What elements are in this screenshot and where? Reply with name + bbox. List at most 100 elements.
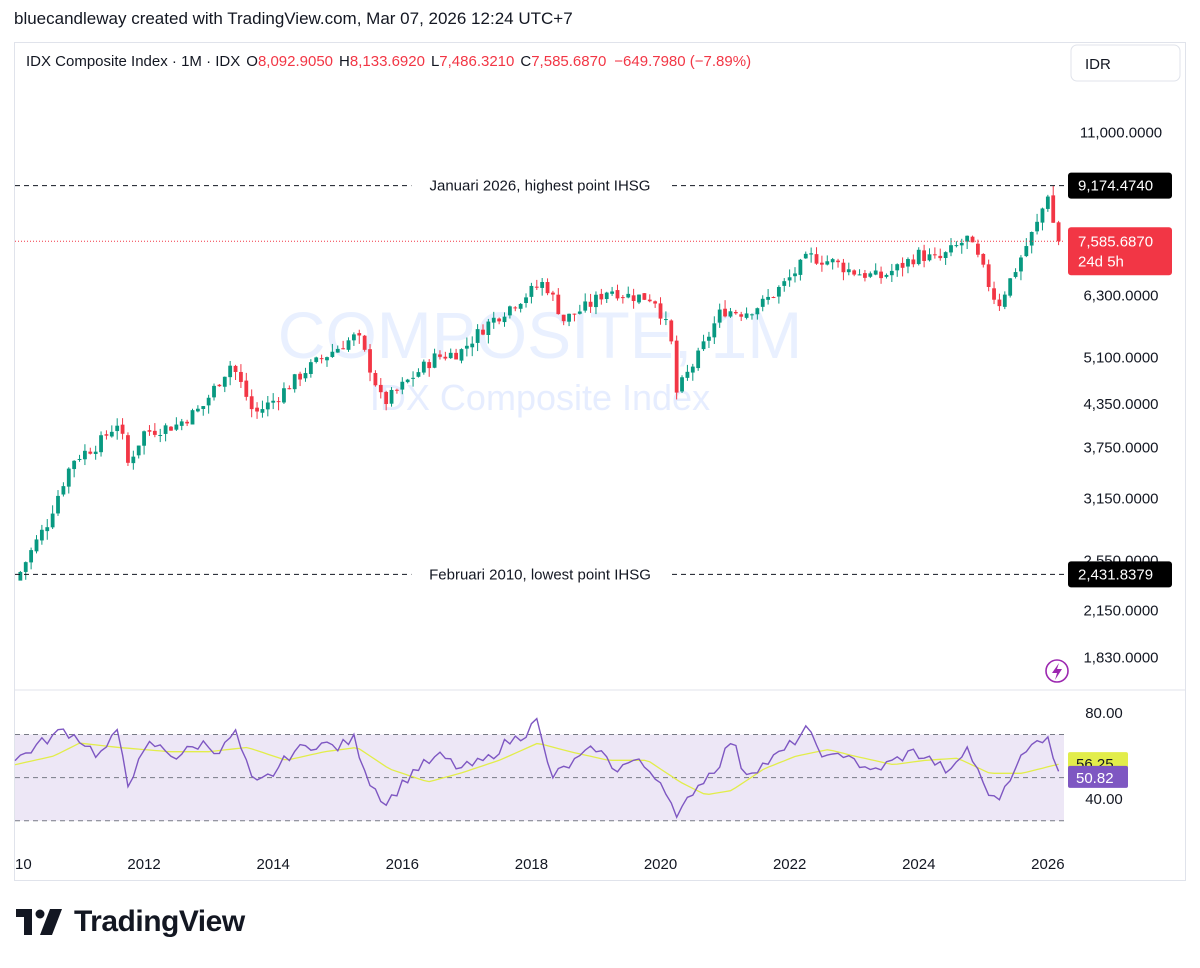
candle-body [174, 424, 179, 430]
candle-body [647, 299, 652, 302]
candle-body [669, 320, 674, 342]
candle-body [750, 314, 754, 316]
candle-body [782, 281, 787, 286]
candle-body [249, 396, 254, 410]
candle-body [217, 384, 222, 387]
time-tick: 2026 [1031, 856, 1064, 873]
candle-body [384, 391, 389, 405]
candle-body [798, 259, 803, 275]
price-axis[interactable]: 11,000.0000 6,300.0000 5,100.0000 4,350.000… [1068, 124, 1172, 667]
bar-countdown: 24d 5h [1078, 253, 1124, 270]
candle-body [373, 372, 378, 386]
candle-body [712, 323, 717, 338]
candle-body [260, 409, 265, 413]
time-tick: 2022 [773, 856, 806, 873]
brand-name: TradingView [74, 905, 245, 938]
candle-body [448, 352, 453, 359]
candle-body [201, 406, 206, 409]
candle-body [620, 297, 625, 299]
candle-body [233, 365, 238, 372]
candle-body [292, 374, 297, 390]
rsi-value: 50.82 [1076, 770, 1114, 787]
candle-body [346, 340, 351, 350]
candle-body [152, 430, 157, 435]
currency-button[interactable]: IDR [1070, 44, 1181, 82]
candle-body [572, 313, 577, 315]
candle-body [395, 389, 399, 391]
candle-body [965, 235, 970, 242]
candle-body [1056, 222, 1061, 242]
candle-body [642, 293, 647, 300]
candle-body [1035, 221, 1039, 232]
candle-body [868, 273, 873, 277]
currency-label: IDR [1085, 56, 1111, 73]
candle-body [1024, 246, 1029, 257]
candle-body [282, 388, 286, 403]
candle-body [943, 252, 948, 259]
candle-body [459, 349, 464, 361]
candle-body [438, 354, 442, 357]
lightning-bolt-icon[interactable] [1045, 659, 1069, 683]
candle-body [852, 270, 857, 275]
legend-high: 8,133.6920 [350, 53, 425, 70]
candle-body [626, 293, 631, 298]
candle-body [265, 402, 270, 410]
candle-body [696, 350, 701, 369]
candle-body [900, 262, 905, 268]
candle-body [895, 264, 900, 271]
candle-body [303, 373, 308, 379]
candle-body [491, 317, 496, 323]
candle-body [594, 294, 598, 308]
candle-body [405, 379, 410, 383]
candle-body [820, 262, 824, 265]
chart-frame [14, 42, 1186, 881]
time-tick: 2020 [644, 856, 677, 873]
legend-symbol: IDX Composite Index [26, 53, 168, 70]
candle-body [454, 352, 458, 360]
candle-body [341, 348, 346, 350]
legend-exchange: IDX [215, 53, 240, 70]
candle-body [131, 456, 136, 464]
candle-body [776, 286, 781, 297]
symbol-legend[interactable]: IDX Composite Index · 1M · IDX O8,092.905… [26, 53, 751, 70]
tradingview-brand[interactable]: TradingView [16, 905, 245, 939]
candle-body [158, 435, 163, 437]
candle-body [1029, 232, 1034, 246]
candle-body [653, 301, 658, 304]
candle-body [760, 298, 765, 307]
price-label: 9,174.4740 [1078, 178, 1153, 195]
candle-body [841, 262, 846, 273]
candle-body [938, 255, 943, 259]
candle-body [421, 361, 426, 373]
candle-body [93, 451, 98, 454]
candle-body [115, 425, 120, 432]
candle-body [147, 430, 152, 432]
candle-body [916, 249, 921, 265]
candle-body [77, 458, 82, 460]
candle-body [663, 319, 668, 321]
candle-body [567, 313, 571, 322]
candle-body [1002, 294, 1007, 307]
time-axis[interactable]: 2010 2012 2014 2016 2018 2020 2022 2024 2026 [0, 856, 1065, 873]
candle-body [276, 401, 281, 403]
price-tick: 6,300.0000 [1083, 288, 1158, 305]
candle-body [66, 468, 71, 487]
candle-body [879, 271, 883, 279]
candle-body [561, 314, 566, 322]
annotation-bg [411, 564, 669, 585]
candle-body [72, 460, 77, 470]
candle-body [18, 571, 23, 581]
candle-body [126, 435, 130, 463]
candle-body [56, 495, 60, 514]
candle-body [728, 311, 733, 317]
tradingview-logo-icon [16, 909, 62, 935]
candle-body [540, 282, 545, 288]
candle-body [416, 372, 421, 377]
candle-body [88, 451, 93, 454]
rsi-line [14, 717, 1060, 820]
candle-body [863, 273, 867, 278]
candle-body [976, 243, 980, 255]
candle-body [61, 486, 66, 495]
